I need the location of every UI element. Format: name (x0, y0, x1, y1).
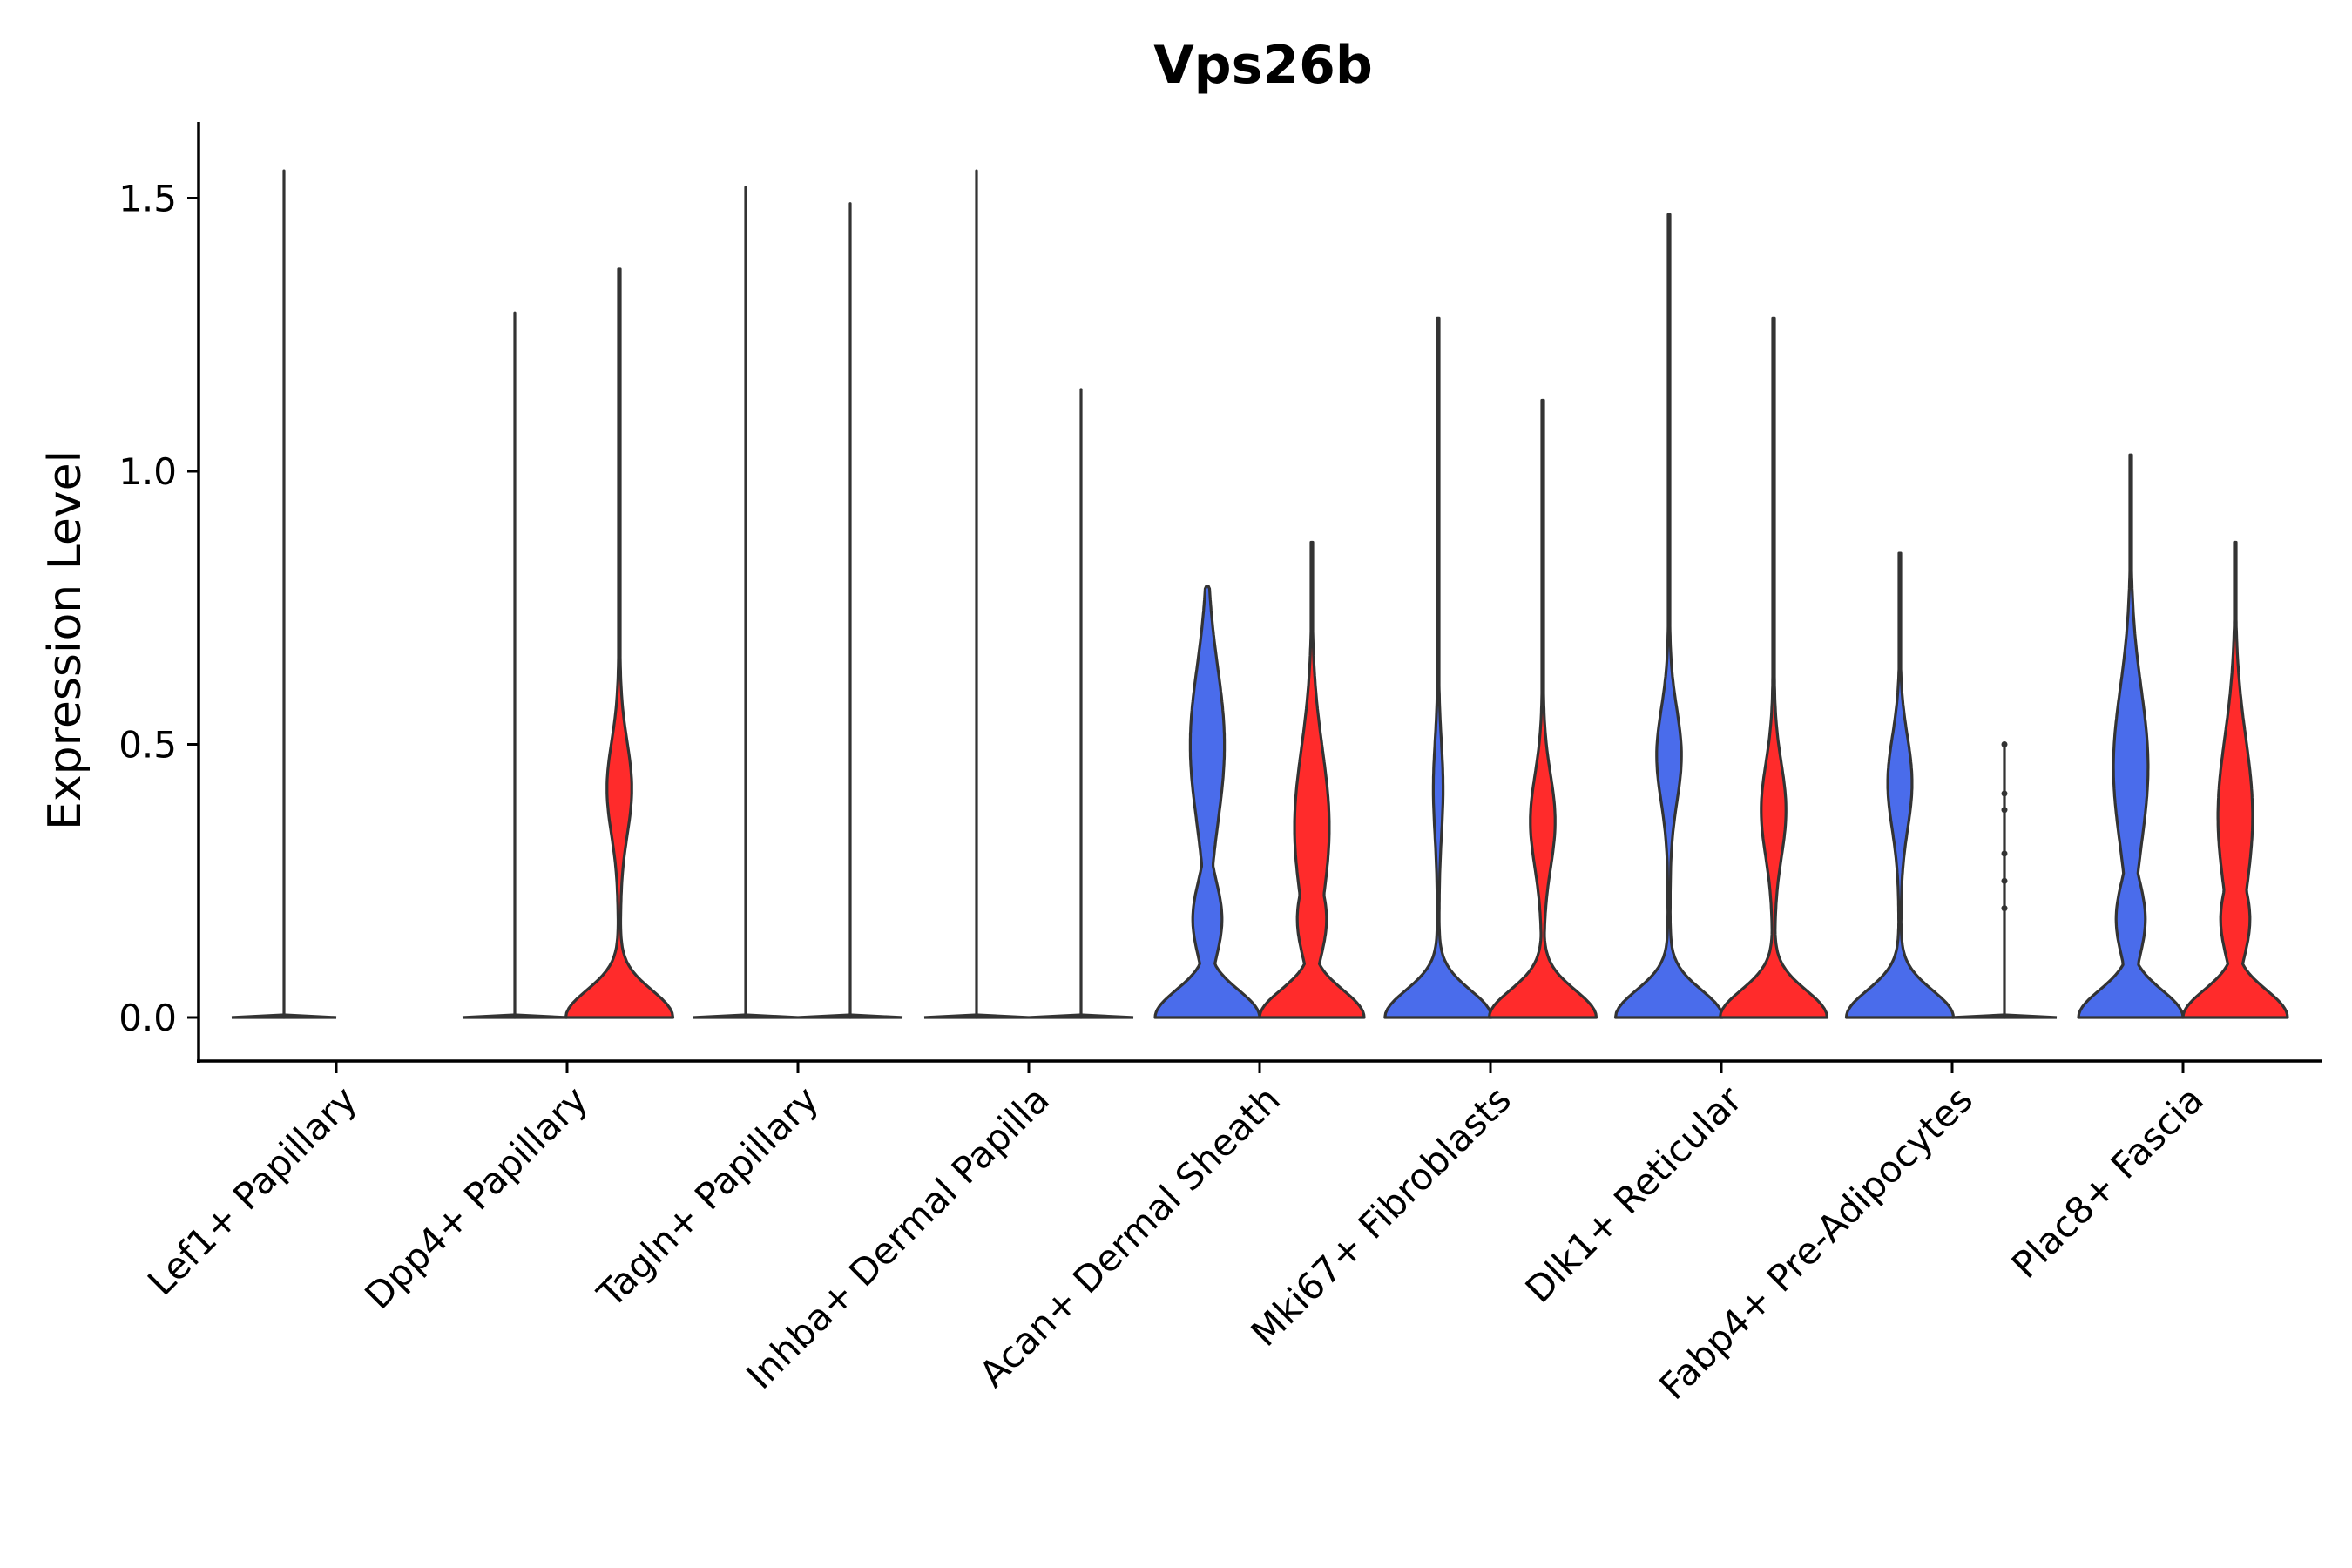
violin-point (2001, 850, 2008, 857)
chart-title: Vps26b (1153, 35, 1373, 96)
x-tick-label: Dpp4+ Papillary (356, 1078, 596, 1317)
violin-group2-8 (2181, 540, 2289, 1019)
y-tick-label: 1.0 (118, 450, 177, 493)
violin-group1-8 (2077, 453, 2185, 1019)
y-tick-label: 0.0 (118, 997, 177, 1039)
x-tick-label: Mki67+ Fibroblasts (1243, 1078, 1519, 1354)
violins-layer (231, 169, 2289, 1019)
y-ticks: 0.0 0.5 1.0 1.5 (118, 178, 199, 1039)
violin-group2-6 (1718, 316, 1829, 1019)
violin-point (2001, 905, 2008, 912)
x-tick-label: Lef1+ Papillary (139, 1078, 365, 1303)
x-tick-label: Dlk1+ Reticular (1517, 1078, 1751, 1311)
violin-point (2001, 790, 2008, 797)
y-axis-label: Expression Level (39, 450, 91, 830)
violin-group2-1 (564, 267, 675, 1019)
x-tick-label: Plac8+ Fascia (2004, 1078, 2212, 1286)
violin-point (2001, 877, 2008, 884)
violin-group2-5 (1487, 398, 1598, 1019)
violin-group1-4 (1153, 585, 1261, 1019)
violin-group2-4 (1258, 540, 1366, 1019)
y-tick-label: 1.5 (118, 178, 177, 220)
violin-point (2001, 807, 2008, 814)
violin-group1-5 (1383, 316, 1493, 1019)
x-tick-label: Tagln+ Papillary (589, 1078, 827, 1315)
violin-group1-7 (1844, 551, 1956, 1019)
violin-point (2001, 741, 2008, 747)
violin-group1-6 (1613, 213, 1725, 1019)
y-tick-label: 0.5 (118, 724, 177, 767)
